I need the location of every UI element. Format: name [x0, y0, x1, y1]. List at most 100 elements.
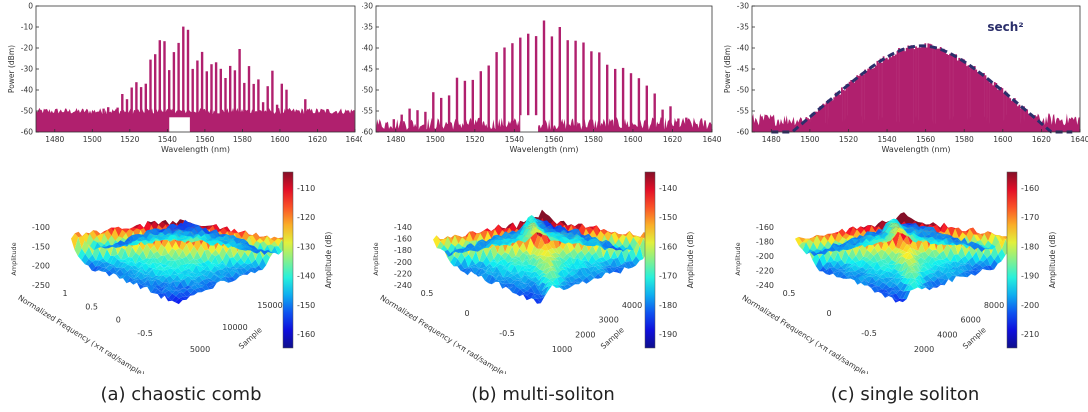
surface-cell: [493, 252, 502, 263]
y-tick-label: -45: [362, 65, 373, 74]
surface-cell: [204, 249, 212, 260]
surface-cell: [198, 225, 206, 230]
surface-cell: [182, 256, 190, 265]
surface-cell: [130, 241, 138, 246]
comb-line: [102, 108, 105, 132]
surface-cell: [610, 258, 618, 268]
surface-cell: [513, 278, 521, 281]
y-tick-label: -20: [21, 44, 33, 53]
surface-cell: [240, 268, 248, 274]
comb-line: [912, 45, 914, 132]
surface-cell: [885, 290, 893, 294]
surface-cell: [984, 248, 993, 250]
surface-cell: [157, 292, 165, 299]
surface-cell: [164, 253, 172, 261]
x-tick-label: 1560: [916, 135, 935, 144]
surface-cell: [190, 284, 199, 290]
comb-line: [950, 52, 953, 132]
z-tick-label: -160: [756, 223, 774, 232]
surface-cell: [201, 283, 210, 291]
surface-cell: [481, 245, 489, 249]
surface-cell: [933, 284, 941, 288]
surface-cell: [983, 258, 991, 266]
surface-cell: [241, 230, 250, 242]
z-axis-label: Amplitude: [734, 242, 742, 275]
comb-line: [158, 40, 161, 133]
surface-cell: [817, 241, 825, 251]
surface-cell: [907, 272, 916, 279]
surface-cell: [896, 219, 904, 229]
surface-cell: [866, 260, 874, 266]
surface-cell: [205, 230, 213, 234]
surface-cell: [866, 265, 874, 271]
surface-cell: [504, 261, 512, 268]
x-tick-label: 2000: [575, 330, 595, 339]
surface-cell: [185, 258, 194, 265]
surface-cell: [551, 260, 559, 268]
surface-cell: [552, 248, 560, 255]
x-tick-label: 1640: [345, 135, 362, 144]
surface-cell: [532, 266, 540, 273]
surface-cell: [244, 256, 252, 265]
surface-cell: [984, 240, 992, 249]
surface-cell: [868, 241, 876, 246]
surface-cell: [509, 283, 517, 289]
surface-cell: [529, 224, 538, 229]
surface-cell: [155, 269, 164, 277]
surface-cell: [187, 288, 195, 294]
surface-cell: [548, 248, 556, 255]
surface-cell: [172, 228, 181, 232]
surface-cell: [490, 235, 498, 240]
surface-cell: [134, 271, 142, 279]
surface-cell: [74, 237, 82, 257]
comb-line: [1032, 118, 1035, 132]
surface-cell: [534, 282, 543, 291]
surface-cell: [260, 249, 269, 255]
x-tick-label: 1500: [426, 135, 445, 144]
surface-cell: [173, 273, 182, 276]
surface-cell: [904, 265, 913, 276]
surface-cell: [884, 255, 892, 264]
surface-cell: [488, 242, 496, 248]
surface-cell: [584, 236, 592, 242]
x-tick-label: 1600: [270, 135, 289, 144]
surface-cell: [451, 234, 459, 247]
surface-cell: [538, 276, 546, 287]
surface-cell: [529, 257, 537, 266]
surface-cell: [619, 247, 627, 252]
comb-line: [813, 113, 815, 132]
comb-line: [455, 77, 459, 132]
surface-cell: [937, 278, 945, 284]
surface-cell: [141, 276, 149, 283]
comb-line: [816, 111, 819, 132]
surface-cell: [244, 264, 252, 271]
surface-cell: [495, 274, 503, 281]
comb-line: [844, 90, 846, 132]
comb-line: [932, 47, 934, 132]
comb-line: [862, 75, 865, 132]
surface-cell: [156, 264, 164, 270]
surface-cell: [957, 263, 965, 268]
surface-cell: [961, 263, 969, 266]
surface-cell: [594, 242, 602, 247]
surface-cell: [567, 284, 575, 287]
comb-line: [495, 52, 498, 132]
surface-cell: [127, 266, 135, 272]
surface-cell: [503, 276, 511, 281]
surface-cell: [911, 277, 919, 281]
comb-line: [833, 97, 836, 132]
surface-cell: [941, 279, 949, 286]
surface-cell: [516, 220, 524, 232]
surface-cell: [173, 275, 181, 282]
y-axis-label: Power (dBm): [724, 45, 732, 93]
surface-cell: [208, 229, 217, 234]
surface-cell: [526, 257, 534, 265]
surface-cell: [872, 268, 881, 274]
x-tick-label: 1480: [45, 135, 64, 144]
x-tick-label: 1520: [120, 135, 139, 144]
surface-cell: [570, 256, 578, 265]
surface-cell: [253, 249, 261, 254]
surface-cell: [923, 269, 931, 276]
surface-cell: [590, 274, 598, 279]
surface-cell: [98, 267, 106, 272]
